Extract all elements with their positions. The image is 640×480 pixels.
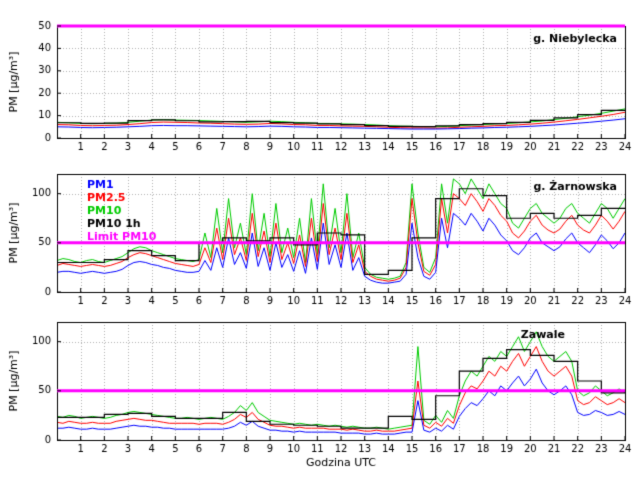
pm-time-series-figure: 5-11-2020 [0, 0, 640, 480]
chart-canvas [0, 0, 640, 480]
